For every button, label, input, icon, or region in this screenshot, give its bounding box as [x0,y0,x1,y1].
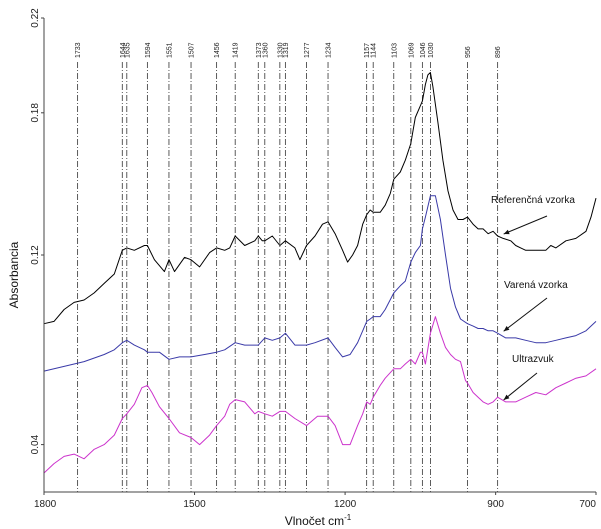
peak-label: 1069 [408,42,415,58]
arrow-head-icon [503,325,510,332]
peak-label: 1330 [277,42,284,58]
annotation-arrow [503,215,548,235]
peak-label: 1234 [326,42,333,58]
arrow-head-icon [503,229,510,235]
peak-label: 1644 [120,42,127,58]
peak-label: 1551 [166,42,173,58]
x-tick-label: 900 [487,499,504,510]
peak-label: 1456 [214,42,221,58]
y-tick-label: 0.18 [30,103,41,123]
x-tick-label: 1200 [334,499,357,510]
peak-label: 1103 [391,43,398,58]
peak-label: 956 [465,46,472,58]
peak-label: 1319 [283,42,290,58]
series-line [43,316,597,474]
peak-label: 1635 [124,42,131,58]
arrow-head-icon [503,394,510,400]
annotation-label: Varená vzorka [504,280,568,291]
x-tick-label: 700 [579,499,596,510]
annotation-arrow [503,372,538,401]
axes-layer: 1800 1500 1200 900 700 0.04 0.12 0.18 0.22 [30,8,597,510]
y-tick-label: 0.12 [30,245,41,265]
peak-label: 1507 [189,42,196,58]
peak-label: 1277 [304,42,311,58]
y-tick-label: 0.04 [30,434,41,454]
peak-label: 896 [495,46,502,58]
peak-label: 1360 [262,42,269,58]
peak-label: 1144 [371,43,378,58]
peak-label: 1046 [420,42,427,58]
peak-label: 1594 [145,42,152,58]
x-tick-label: 1500 [183,499,206,510]
x-tick-label: 1800 [34,499,57,510]
annotation-label: Ultrazvuk [512,354,555,365]
peak-label: 1419 [233,42,240,58]
series-layer [43,72,597,474]
series-line [43,195,597,372]
y-axis-title: Absorbancia [7,241,21,308]
annotation-label: Referenčná vzorka [491,195,575,206]
annotation-arrow [503,297,548,332]
peak-label: 1157 [364,43,371,58]
y-tick-label: 0.22 [30,8,41,28]
peak-label: 1030 [428,42,435,58]
peak-label: 1373 [256,42,263,58]
peak-label: 1733 [75,42,82,58]
annotation-layer: Referenčná vzorka Varená vzorka Ultrazvuk [491,195,575,401]
series-line [43,72,597,325]
x-axis-title: Vlnočet cm-1 [285,513,352,528]
